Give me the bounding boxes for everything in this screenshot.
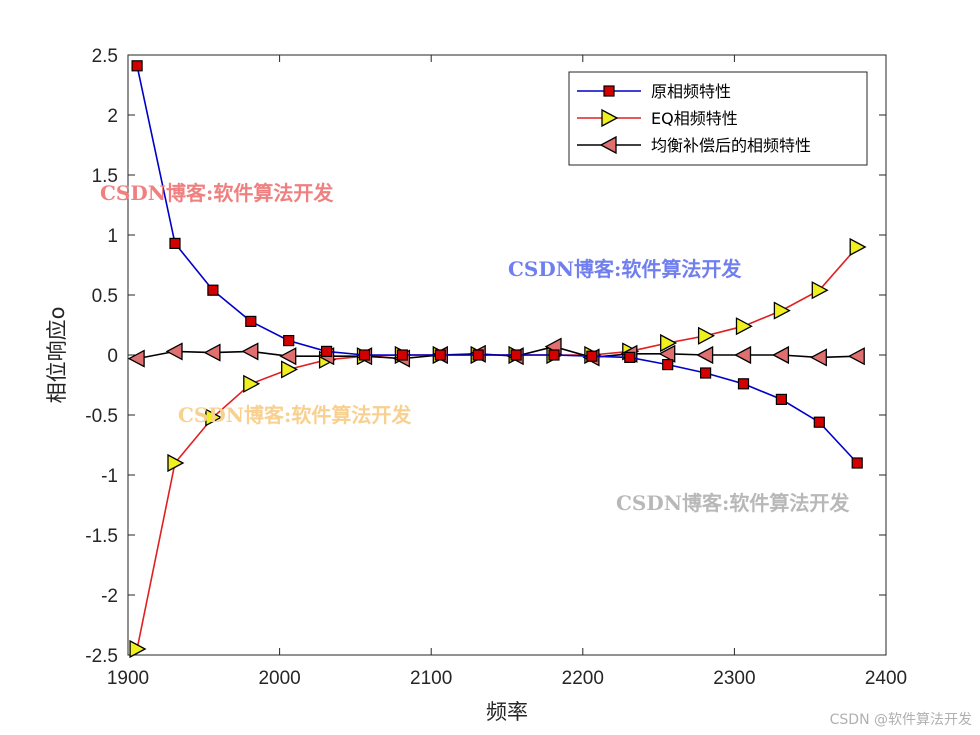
plot-area: 1900 2000 2100 2200 2300 2400 2.5 2 1.5 1 0.5 0 -0.5… bbox=[85, 46, 907, 689]
y-tick-label: -2.5 bbox=[85, 646, 118, 667]
data-point bbox=[243, 374, 261, 393]
data-point bbox=[773, 301, 791, 320]
y-tick-label: -2 bbox=[101, 586, 118, 607]
legend-marker bbox=[599, 135, 617, 155]
data-point bbox=[510, 349, 522, 361]
data-point bbox=[851, 457, 863, 469]
data-point bbox=[658, 344, 676, 363]
data-point bbox=[279, 347, 297, 366]
legend-marker bbox=[603, 85, 615, 97]
data-point bbox=[813, 416, 825, 428]
data-point bbox=[811, 281, 829, 300]
data-point bbox=[847, 347, 865, 366]
x-tick-label: 1900 bbox=[107, 668, 149, 689]
data-point bbox=[434, 349, 446, 361]
x-tick-label: 2100 bbox=[410, 668, 452, 689]
data-point bbox=[849, 237, 867, 257]
series-line-1 bbox=[136, 65, 858, 464]
data-point bbox=[734, 345, 752, 365]
y-tick-label: 2 bbox=[107, 106, 118, 127]
legend-marker bbox=[601, 108, 619, 128]
data-point bbox=[169, 237, 181, 249]
watermark-text: CSDN博客:软件算法开发 bbox=[616, 491, 850, 515]
data-point bbox=[167, 453, 185, 473]
legend-entry: 均衡补偿后的相频特性 bbox=[577, 135, 811, 155]
data-point bbox=[241, 342, 259, 361]
data-point bbox=[772, 345, 790, 365]
data-point bbox=[358, 349, 371, 361]
data-point bbox=[127, 349, 145, 368]
y-tick-label: 1 bbox=[107, 226, 118, 247]
data-point bbox=[472, 349, 484, 361]
data-point bbox=[207, 284, 219, 296]
x-tick-label: 2000 bbox=[258, 668, 300, 689]
data-point bbox=[203, 343, 221, 362]
data-point bbox=[205, 408, 223, 427]
data-point bbox=[660, 333, 678, 353]
data-point bbox=[775, 393, 787, 405]
series-1 bbox=[131, 60, 863, 469]
data-point bbox=[320, 345, 333, 357]
data-point bbox=[548, 349, 560, 361]
data-point bbox=[281, 360, 299, 379]
y-axis-label: 相位响应o bbox=[45, 307, 69, 404]
x-tick-label: 2400 bbox=[865, 668, 907, 689]
legend-entry: EQ相频特性 bbox=[577, 108, 738, 128]
data-point bbox=[245, 315, 257, 327]
data-point bbox=[696, 345, 714, 365]
watermarks: CSDN博客:软件算法开发 CSDN博客:软件算法开发 CSDN博客:软件算法开发 C… bbox=[100, 181, 850, 515]
data-point bbox=[735, 317, 753, 336]
watermark-text: CSDN博客:软件算法开发 bbox=[100, 181, 334, 205]
data-point bbox=[129, 639, 147, 659]
y-tick-label: 0.5 bbox=[92, 286, 118, 307]
x-tick-label: 2300 bbox=[713, 668, 755, 689]
credit-watermark: CSDN @软件算法开发 bbox=[830, 712, 972, 728]
y-tick-label: 0 bbox=[107, 346, 118, 367]
data-point bbox=[809, 348, 827, 367]
legend-label: 均衡补偿后的相频特性 bbox=[651, 136, 811, 155]
data-point bbox=[586, 350, 598, 362]
y-tick-label: -1 bbox=[101, 466, 118, 487]
data-point bbox=[165, 342, 183, 361]
data-point bbox=[131, 60, 143, 72]
data-point bbox=[697, 326, 715, 345]
y-tick-label: 1.5 bbox=[92, 166, 118, 187]
watermark-text: CSDN博客:软件算法开发 bbox=[178, 403, 412, 427]
x-tick-label: 2200 bbox=[562, 668, 604, 689]
data-point bbox=[662, 359, 674, 371]
watermark-text: CSDN博客:软件算法开发 bbox=[508, 257, 742, 281]
data-point bbox=[737, 378, 750, 390]
data-point bbox=[699, 367, 712, 379]
data-point bbox=[396, 349, 408, 361]
legend-entry: 原相频特性 bbox=[577, 82, 731, 101]
y-tick-label: 2.5 bbox=[92, 46, 118, 67]
y-tick-label: -0.5 bbox=[85, 406, 118, 427]
legend-label: EQ相频特性 bbox=[651, 109, 738, 128]
data-point bbox=[624, 351, 636, 363]
y-tick-label: -1.5 bbox=[85, 526, 118, 547]
legend-label: 原相频特性 bbox=[651, 82, 731, 101]
data-point bbox=[283, 335, 295, 347]
x-axis-label: 频率 bbox=[486, 700, 528, 724]
